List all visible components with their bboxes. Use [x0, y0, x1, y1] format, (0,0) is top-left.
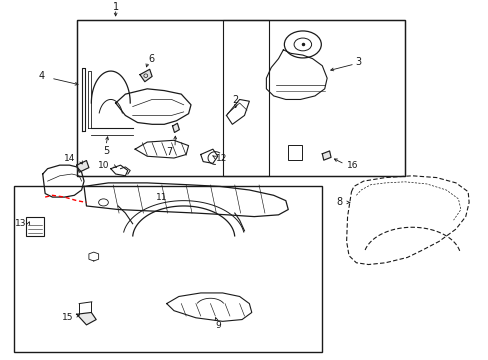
Polygon shape	[172, 123, 179, 132]
Text: 15: 15	[61, 312, 73, 321]
Text: 1: 1	[112, 2, 119, 12]
Text: 10: 10	[98, 161, 109, 170]
Polygon shape	[77, 161, 89, 172]
Text: 6: 6	[148, 54, 154, 64]
Text: 14: 14	[64, 153, 76, 162]
Text: 7: 7	[165, 147, 172, 157]
Text: 11: 11	[156, 193, 167, 202]
Text: 13: 13	[15, 219, 27, 228]
Bar	[26, 217, 44, 236]
Text: 5: 5	[102, 146, 109, 156]
Bar	[287, 145, 301, 160]
Text: 4: 4	[38, 71, 44, 81]
Text: 16: 16	[346, 161, 357, 170]
Text: 2: 2	[232, 95, 238, 105]
Bar	[14, 186, 322, 351]
Bar	[77, 19, 404, 176]
Text: 8: 8	[336, 197, 342, 207]
Text: 12: 12	[216, 153, 227, 162]
Text: 3: 3	[355, 57, 361, 67]
Polygon shape	[140, 69, 152, 82]
Polygon shape	[77, 312, 96, 325]
Text: 9: 9	[215, 321, 221, 330]
Bar	[222, 19, 404, 176]
Polygon shape	[322, 151, 330, 160]
Bar	[77, 19, 268, 176]
